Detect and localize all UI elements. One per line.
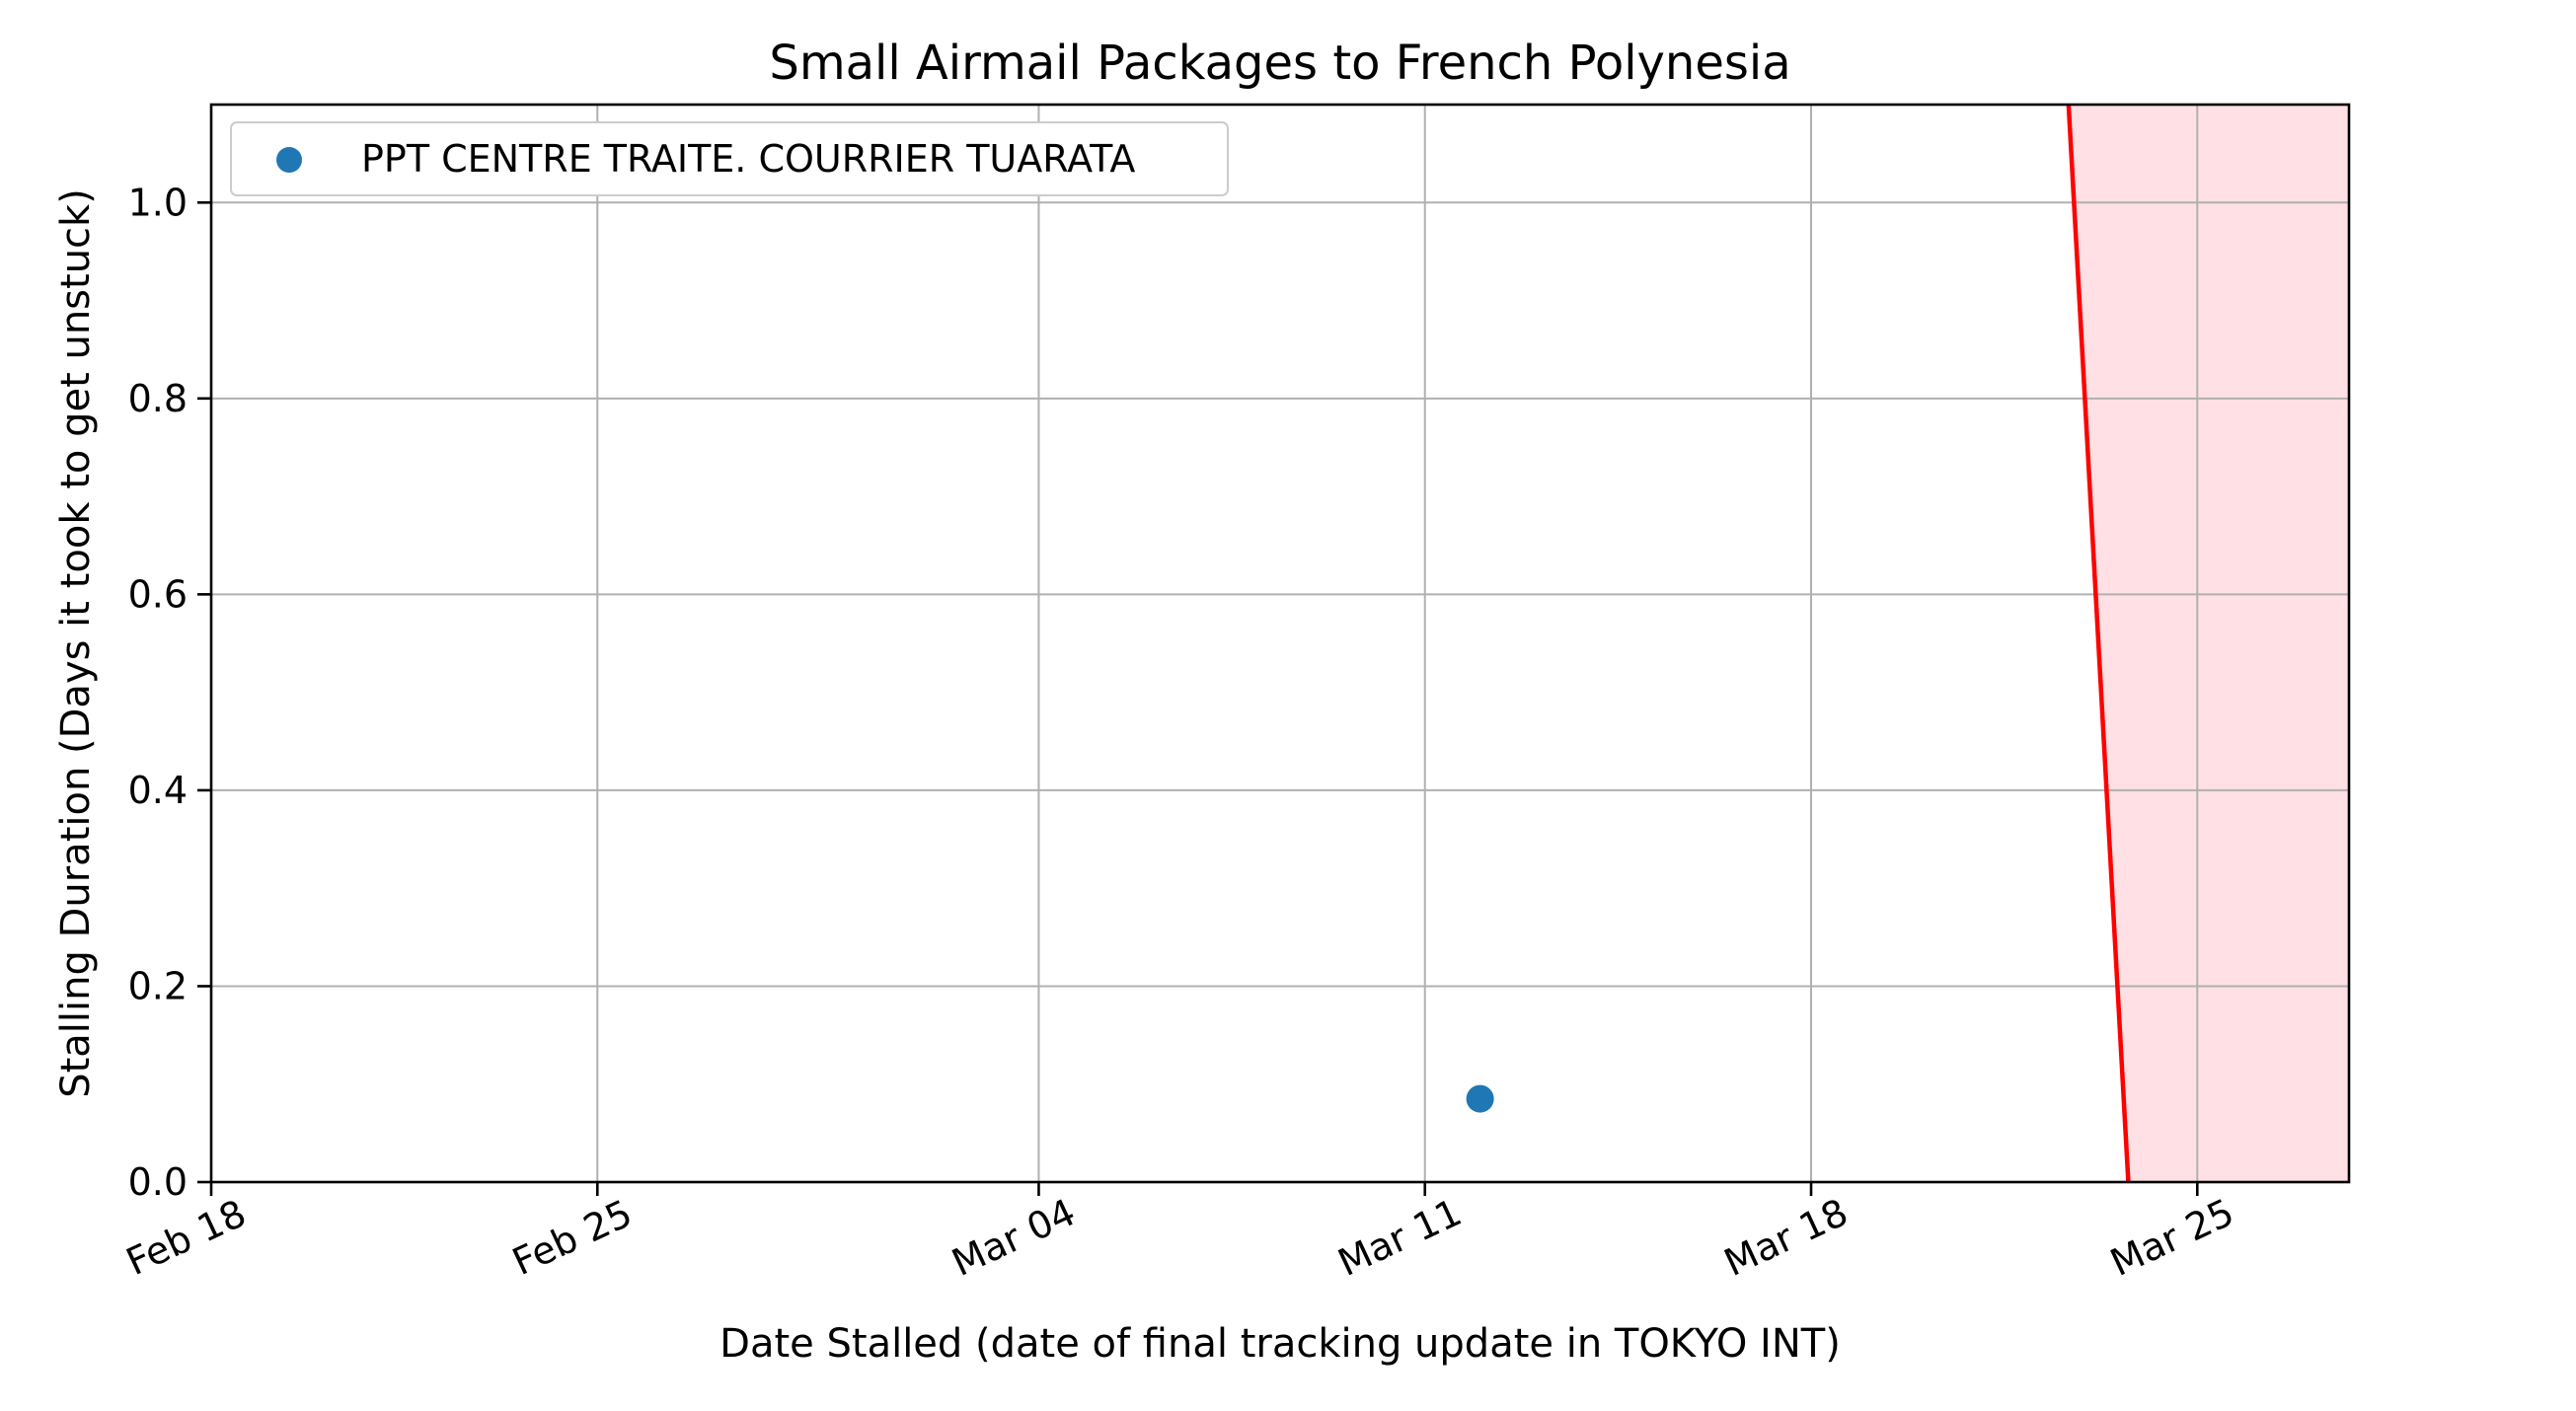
y-tick-label: 0.8 bbox=[128, 377, 188, 420]
shaded-region bbox=[2068, 105, 2349, 1182]
legend-marker bbox=[276, 147, 302, 173]
y-tick-label: 0.6 bbox=[128, 572, 188, 616]
data-layer bbox=[1466, 104, 2131, 1183]
plot-frame bbox=[209, 103, 2351, 1184]
y-tick-label: 1.0 bbox=[128, 181, 188, 224]
y-tick-label: 0.4 bbox=[128, 769, 188, 812]
reference-line bbox=[2066, 104, 2131, 1183]
y-axis-label: Stalling Duration (Days it took to get u… bbox=[53, 188, 99, 1098]
y-tick-label: 0.2 bbox=[128, 964, 188, 1007]
x-axis-label: Date Stalled (date of final tracking upd… bbox=[720, 1321, 1841, 1367]
y-tick-label: 0.0 bbox=[128, 1160, 188, 1204]
chart-title: Small Airmail Packages to French Polynes… bbox=[769, 36, 1790, 91]
shaded-region-layer bbox=[2068, 105, 2349, 1182]
legend-box bbox=[230, 121, 1229, 196]
legend: PPT CENTRE TRAITE. COURRIER TUARATA bbox=[230, 121, 1229, 196]
legend-label: PPT CENTRE TRAITE. COURRIER TUARATA bbox=[361, 137, 1135, 181]
data-point bbox=[1466, 1084, 1494, 1113]
